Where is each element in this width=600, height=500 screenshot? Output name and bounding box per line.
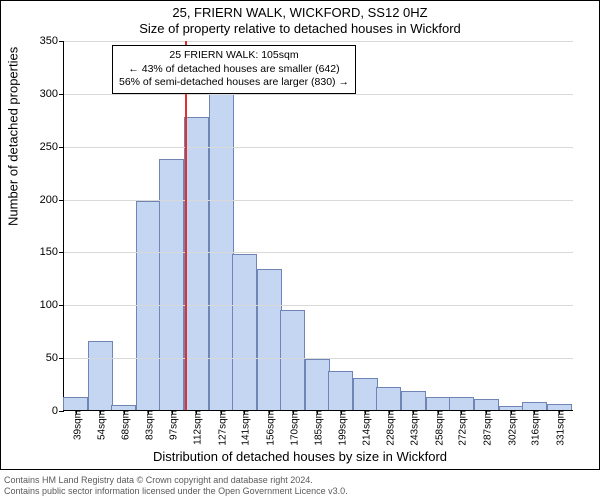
- histogram-bar: [426, 397, 451, 410]
- ytick-label: 50: [46, 352, 64, 364]
- annotation-box: 25 FRIERN WALK: 105sqm← 43% of detached …: [112, 45, 356, 94]
- footer-attribution: Contains HM Land Registry data © Crown c…: [0, 473, 600, 500]
- ytick-label: 350: [40, 35, 64, 47]
- xtick-label: 287sqm: [479, 410, 494, 446]
- histogram-bar: [474, 399, 499, 410]
- histogram-bar: [63, 397, 88, 410]
- annotation-line: 56% of semi-detached houses are larger (…: [119, 76, 349, 90]
- footer-line1: Contains HM Land Registry data © Crown c…: [4, 475, 596, 486]
- xtick-label: 243sqm: [406, 410, 421, 446]
- histogram-bar: [305, 359, 330, 410]
- ytick-label: 100: [40, 299, 64, 311]
- histogram-bar: [328, 371, 353, 410]
- bars-group: [64, 41, 573, 410]
- annotation-line: 25 FRIERN WALK: 105sqm: [119, 49, 349, 63]
- xtick-label: 112sqm: [189, 410, 204, 445]
- xtick-label: 39sqm: [68, 410, 83, 440]
- xtick-label: 228sqm: [381, 410, 396, 446]
- histogram-bar: [209, 82, 234, 410]
- xtick-label: 83sqm: [141, 410, 156, 440]
- reference-line: [185, 41, 187, 410]
- xtick-label: 214sqm: [358, 410, 373, 446]
- histogram-bar: [184, 117, 209, 410]
- xtick-label: 97sqm: [164, 410, 179, 440]
- y-axis-label: Number of detached properties: [6, 47, 21, 226]
- ytick-label: 300: [40, 88, 64, 100]
- gridline-h: [64, 200, 573, 201]
- gridline-h: [64, 94, 573, 95]
- x-axis-label: Distribution of detached houses by size …: [1, 449, 599, 464]
- histogram-bar: [159, 159, 184, 410]
- xtick-label: 68sqm: [116, 410, 131, 440]
- histogram-bar: [449, 397, 474, 410]
- xtick-label: 272sqm: [454, 410, 469, 446]
- xtick-label: 156sqm: [262, 410, 277, 446]
- chart-container: 25, FRIERN WALK, WICKFORD, SS12 0HZ Size…: [0, 0, 600, 470]
- xtick-label: 185sqm: [310, 410, 325, 446]
- histogram-bar: [280, 310, 305, 410]
- xtick-label: 199sqm: [333, 410, 348, 446]
- gridline-h: [64, 252, 573, 253]
- xtick-label: 302sqm: [504, 410, 519, 446]
- ytick-label: 200: [40, 194, 64, 206]
- footer-line2: Contains public sector information licen…: [4, 486, 596, 497]
- xtick-label: 331sqm: [552, 410, 567, 446]
- plot-area: 05010015020025030035039sqm54sqm68sqm83sq…: [63, 41, 573, 411]
- gridline-h: [64, 358, 573, 359]
- histogram-bar: [376, 387, 401, 410]
- xtick-label: 141sqm: [237, 410, 252, 446]
- gridline-h: [64, 305, 573, 306]
- xtick-label: 127sqm: [214, 410, 229, 446]
- xtick-label: 170sqm: [285, 410, 300, 446]
- histogram-bar: [232, 254, 257, 410]
- xtick-label: 258sqm: [431, 410, 446, 446]
- xtick-label: 54sqm: [93, 410, 108, 440]
- gridline-h: [64, 147, 573, 148]
- xtick-label: 316sqm: [527, 410, 542, 446]
- histogram-bar: [522, 402, 547, 410]
- histogram-bar: [353, 378, 378, 410]
- gridline-h: [64, 41, 573, 42]
- histogram-bar: [257, 269, 282, 410]
- ytick-label: 150: [40, 246, 64, 258]
- ytick-label: 250: [40, 141, 64, 153]
- ytick-label: 0: [52, 405, 64, 417]
- chart-title-line1: 25, FRIERN WALK, WICKFORD, SS12 0HZ: [1, 5, 599, 20]
- histogram-bar: [88, 341, 113, 410]
- histogram-bar: [401, 391, 426, 410]
- chart-title-line2: Size of property relative to detached ho…: [1, 21, 599, 36]
- annotation-line: ← 43% of detached houses are smaller (64…: [119, 63, 349, 77]
